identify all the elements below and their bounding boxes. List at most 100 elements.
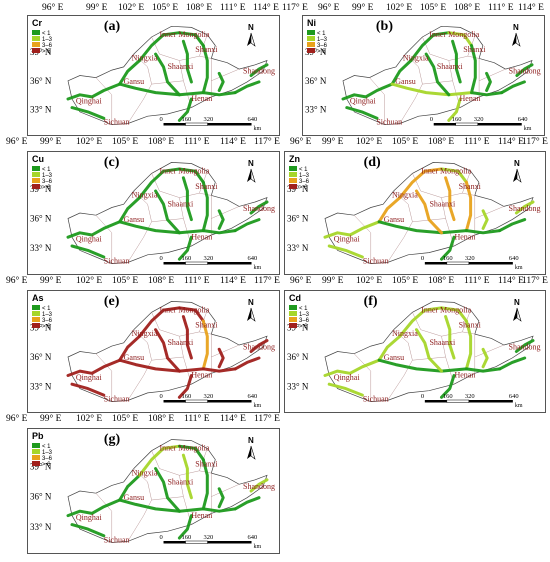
bottom-longitude-axis: 96° E 99° E 102° E 105° E 108° E 111° E … [0,414,550,428]
river-segment [201,319,209,371]
scale-tick-label: 160 [182,116,192,123]
region-label: Sichuan [104,257,130,266]
river-segment [498,356,527,371]
map-panel-cr: 39° N 36° N 33° N Inner Mongolia Ningxia Shaa… [27,15,280,136]
river-segment [481,209,489,230]
lon-label: 108° E [148,137,175,147]
river-segment [249,339,269,353]
river-segment [154,328,181,373]
river-segment [377,358,468,373]
scale-tick-label: 160 [443,393,453,400]
river-segment [118,196,142,224]
north-label: N [514,298,520,307]
province-boundary [199,55,212,97]
legend-label: < 1 [42,306,51,312]
river-segment [390,82,473,97]
river-segment [70,106,106,120]
lat-label: 33° N [287,243,309,253]
river-segment [345,106,379,120]
panel-letter: (e) [104,294,120,309]
river-segment [498,218,527,233]
region-label: Qinghai [334,373,361,382]
lon-label: 105° E [420,3,447,13]
province-boundary [199,331,212,374]
scale-unit: km [515,403,523,409]
lon-label: 111° E [184,414,210,424]
lon-label: 114° E [220,414,246,424]
lon-label: 102° E [386,3,413,13]
region-label: Shaanxi [437,62,464,71]
legend-swatch [32,172,40,177]
region-label: Gansu [384,215,404,224]
river-segment [233,218,261,233]
lat-label: 33° N [287,381,309,391]
legend-swatch [289,317,297,322]
basin-outline [67,301,268,402]
legend-swatch [307,42,315,47]
legend-label: > 6 [299,324,308,330]
scale-tick-label: 320 [465,255,475,262]
region-label: Ningxia [403,54,429,63]
region-label: Qinghai [76,373,103,382]
river-segment [390,59,413,86]
lon-label: 117° E [522,276,548,286]
river-segment [177,444,205,462]
lat-label: 33° N [305,105,327,115]
river-segment [440,306,468,323]
region-label: Shanxi [195,182,218,191]
legend-label: < 1 [299,167,308,173]
lat-label: 36° N [287,214,309,224]
region-label: Shandong [509,204,541,213]
lon-label: 102° E [76,137,103,147]
lat-label: 36° N [287,352,309,362]
region-label: Henan [454,371,475,380]
scale-bar [433,123,456,126]
river-segment [181,39,193,84]
river-segment [481,347,489,369]
river-segment [514,200,535,215]
province-boundary [474,344,504,358]
legend-label: > 6 [317,49,326,55]
legend-label: > 6 [42,49,51,55]
river-segment [447,97,462,122]
river-segment [217,71,225,92]
north-arrow-icon [247,33,251,46]
lon-label: 117° E [282,3,308,13]
region-label: Gansu [124,77,144,86]
region-label: Shandong [243,204,275,213]
scale-tick-label: 640 [248,393,258,400]
river-segment [181,453,193,500]
region-label: Shandong [509,342,541,351]
legend-label: > 6 [299,185,308,191]
lon-label: 108° E [454,3,481,13]
scale-tick-label: 640 [248,534,258,541]
province-boundary [353,215,372,264]
river-segment [154,467,181,513]
river-segment [138,167,181,200]
scale-tick-label: 320 [204,534,214,541]
north-arrow-icon [250,32,256,47]
region-label: Shanxi [195,459,218,468]
river-segment [118,334,142,362]
lat-label: 39° N [30,461,52,471]
scale-bar [468,400,513,403]
lon-label: 105° E [392,137,419,147]
scale-bar [477,123,522,126]
river-segment [377,196,402,224]
lat-label: 39° N [30,323,52,333]
scale-bar [424,400,447,403]
river-segment [181,315,193,360]
lower-longitude-axis: 96° E 99° E 102° E 105° E 108° E 111° E … [0,276,550,290]
province-boundary [95,353,113,402]
river-segment [201,458,209,511]
legend-label: 3–6 [42,456,53,462]
lon-label: 99° E [40,414,62,424]
lon-label: 102° E [356,137,383,147]
legend-label: 1–3 [299,312,310,318]
scale-tick-label: 160 [182,534,192,541]
river-segment [201,229,237,235]
river-segment [415,328,443,373]
north-arrow-icon [247,169,251,182]
river-segment [233,80,261,95]
region-label: Ningxia [132,54,158,63]
